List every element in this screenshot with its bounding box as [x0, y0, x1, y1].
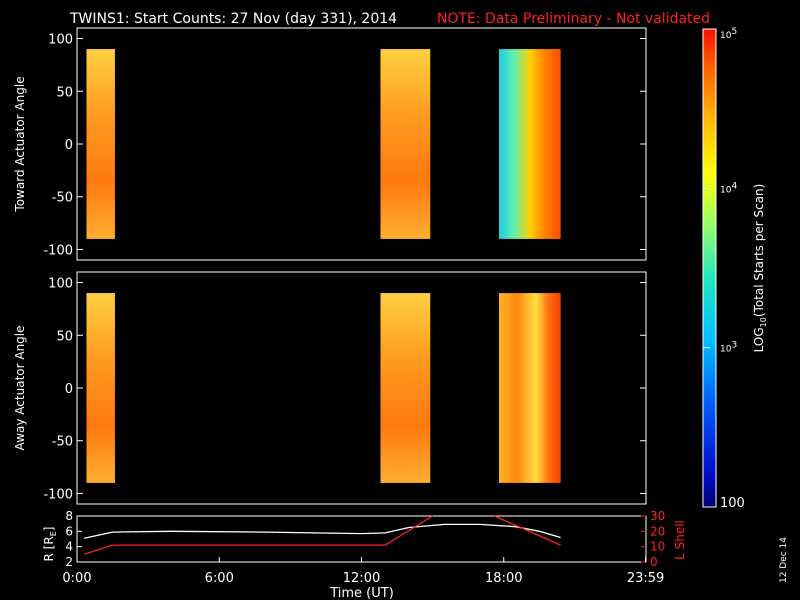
away-y-tick-label: 0	[65, 382, 73, 397]
away-heatmap-blocks	[86, 293, 561, 483]
orbit-panel-frame	[76, 515, 647, 563]
away-y-label: Away Actuator Angle	[13, 325, 27, 450]
away-y-tick-label: -50	[52, 435, 73, 450]
r-axis-tick-label: 2	[65, 555, 73, 569]
lshell-axis-tick-label: 30	[650, 509, 665, 523]
toward-y-label: Toward Actuator Angle	[13, 76, 27, 212]
lshell-series-line	[83, 515, 433, 555]
time-axis-tick-label: 23:59	[627, 571, 664, 586]
time-axis-tick-label: 0:00	[62, 571, 91, 586]
side-date: 12 Dec 14	[779, 537, 789, 583]
lshell-series-line	[494, 515, 561, 546]
colorbar-label: LOG10(Total Starts per Scan)	[752, 184, 768, 353]
time-axis-ticks: 0:00 6:00 12:00 18:00 23:59	[62, 557, 664, 586]
away-y-ticks: 100 50 0 -50 -100	[43, 277, 646, 502]
away-y-tick-label: 50	[56, 329, 73, 344]
r-axis-ticks: 86 42	[65, 509, 82, 569]
colorbar-ticks: 100 103 104 105	[703, 27, 745, 511]
orbit-lines	[83, 515, 561, 555]
lshell-axis-tick-label: 0	[650, 555, 658, 569]
toward-y-tick-label: 100	[48, 33, 73, 48]
toward-y-tick-label: -100	[43, 243, 73, 258]
toward-y-tick-label: -50	[52, 191, 73, 206]
plot-title: TWINS1: Start Counts: 27 Nov (day 331), …	[69, 11, 397, 27]
r-series-line	[83, 523, 561, 539]
toward-y-tick-label: 50	[56, 85, 73, 100]
time-axis-label: Time (UT)	[329, 586, 394, 600]
r-axis-tick-label: 4	[65, 540, 73, 554]
toward-time-block	[380, 49, 431, 239]
time-axis-tick-label: 12:00	[343, 571, 380, 586]
preliminary-note: NOTE: Data Preliminary - Not validated	[437, 11, 710, 27]
colorbar-tick-label: 105	[720, 27, 737, 41]
away-panel: 100 50 0 -50 -100 Away Actuator Angle	[13, 271, 647, 505]
r-axis-tick-label: 8	[65, 509, 73, 523]
toward-panel: 100 50 0 -50 -100 Toward Actuator Angle	[13, 27, 647, 261]
lshell-axis-tick-label: 20	[650, 524, 665, 538]
colorbar: 100 103 104 105 LOG10(Total Starts per Scan…	[702, 27, 768, 511]
toward-time-block	[86, 49, 115, 239]
time-axis-tick-label: 18:00	[485, 571, 522, 586]
away-time-block	[499, 293, 561, 483]
toward-time-block	[499, 49, 561, 239]
lshell-axis-tick-label: 10	[650, 540, 665, 554]
away-time-block	[86, 293, 115, 483]
toward-y-tick-label: 0	[65, 138, 73, 153]
r-axis-label: R [RE]	[42, 527, 58, 562]
away-y-tick-label: 100	[48, 277, 73, 292]
colorbar-tick-label: 104	[720, 181, 737, 195]
r-axis-tick-label: 6	[65, 524, 73, 538]
colorbar-gradient	[702, 28, 717, 508]
colorbar-tick-label: 100	[720, 496, 745, 511]
toward-y-ticks: 100 50 0 -50 -100	[43, 33, 646, 258]
lshell-axis-label: L Shell	[673, 520, 687, 560]
away-y-tick-label: -100	[43, 487, 73, 502]
away-time-block	[380, 293, 431, 483]
time-axis-tick-label: 6:00	[205, 571, 234, 586]
colorbar-tick-label: 103	[720, 341, 737, 355]
toward-heatmap-blocks	[86, 49, 561, 239]
